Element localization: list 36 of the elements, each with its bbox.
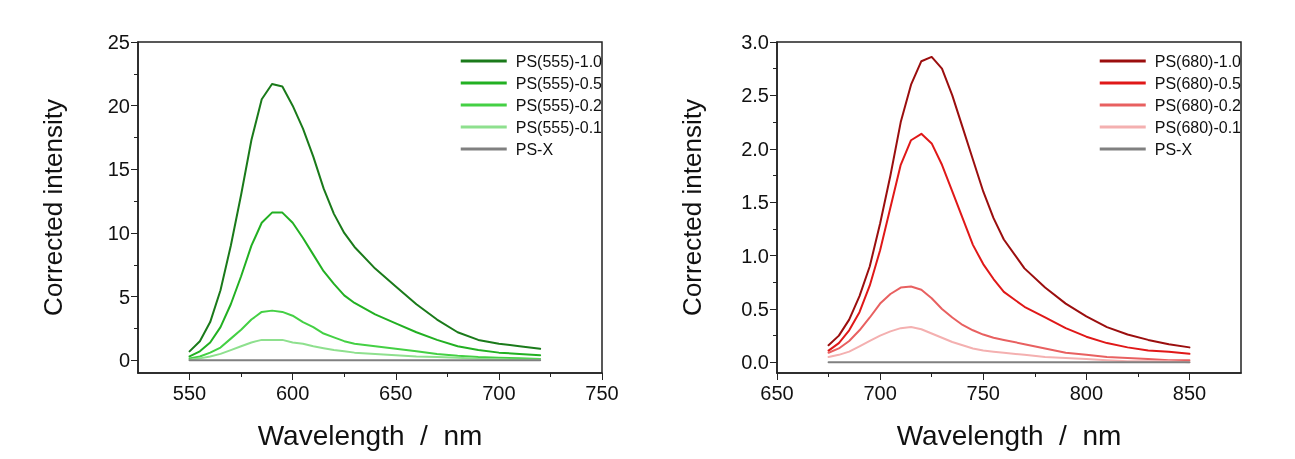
y-tick-label: 10 [107,221,130,244]
x-tick-label: 700 [863,382,897,404]
x-tick-label: 850 [1172,382,1207,404]
legend-label: PS-X [515,140,554,158]
y-tick-label: 3.0 [741,31,769,53]
y-tick-label: 1.0 [741,244,769,267]
x-axis-title: Wavelength / nm [896,419,1122,451]
x-tick-label: 650 [760,382,794,404]
y-axis-title: Corrected intensity [38,99,68,316]
x-tick-label: 600 [275,382,310,404]
x-tick-label: 550 [172,382,207,404]
legend-label: PS(680)-0.2 [1154,96,1242,114]
line-series [827,285,1191,362]
line-series [188,309,542,360]
y-tick-label: 2.5 [741,84,769,107]
y-axis-title: Corrected intensity [677,99,707,316]
legend-label: PS(680)-0.1 [1154,118,1242,136]
line-series [188,211,542,358]
y-tick-label: 2.0 [741,137,769,160]
y-tick-label: 0 [118,349,130,372]
y-tick-label: 15 [107,158,130,181]
x-tick-label: 700 [482,382,516,404]
y-tick-label: 5 [118,285,130,308]
x-tick-label: 750 [966,382,1000,404]
y-tick-label: 25 [107,31,130,53]
x-axis-title: Wavelength / nm [257,419,483,451]
y-tick-label: 0.5 [741,297,769,320]
y-tick-label: 1.5 [741,191,769,214]
y-tick-label: 0.0 [741,351,769,374]
y-tick-label: 20 [107,94,130,117]
x-tick-label: 750 [585,382,619,404]
legend-label: PS-X [1154,140,1193,158]
x-tick-label: 650 [379,382,413,404]
x-tick-label: 800 [1069,382,1104,404]
legend-label: PS(555)-0.2 [515,96,603,114]
legend-label: PS(555)-0.1 [515,118,603,136]
